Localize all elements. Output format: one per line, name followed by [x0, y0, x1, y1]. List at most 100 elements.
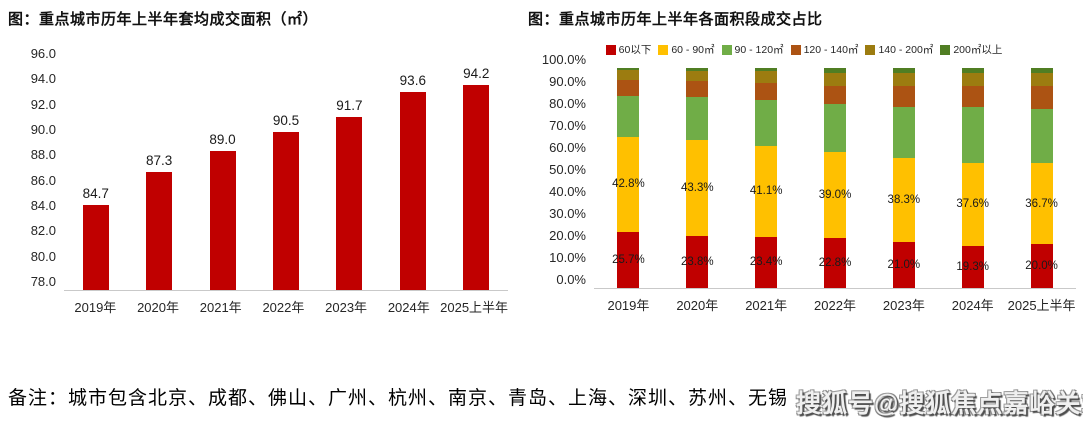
bar-value-label: 87.3 — [145, 153, 173, 169]
legend-item: 120 - 140㎡ — [790, 42, 858, 57]
stacked-bar-segment — [686, 71, 709, 82]
x-tick-label: 2023年 — [325, 300, 368, 315]
y-tick-label: 40.0% — [549, 184, 586, 199]
stacked-bar-segment — [892, 241, 915, 288]
bar — [272, 131, 299, 290]
stacked-bar — [961, 68, 984, 288]
stacked-bar-segment — [961, 245, 984, 288]
stacked-bar-segment — [755, 146, 778, 237]
stacked-bar-segment — [686, 68, 709, 72]
x-tick-label: 2021年 — [745, 298, 788, 313]
y-tick-label: 90.0% — [549, 74, 586, 89]
bar-slot: 91.7 — [318, 62, 381, 290]
bar-slot: 87.3 — [127, 62, 190, 290]
legend-label: 90 - 120㎡ — [734, 44, 784, 56]
bar-value-label: 93.6 — [399, 73, 426, 89]
stacked-bar-segment — [686, 140, 709, 236]
stacked-bar-segment — [892, 86, 915, 107]
legend-item: 140 - 200㎡ — [865, 42, 933, 57]
stacked-bar-slot: 21.0% 38.3% — [869, 68, 938, 288]
stacked-bar-segment — [755, 83, 778, 101]
bar-value-label: 94.2 — [463, 65, 490, 81]
left-x-axis: 2019年 2020年 2021年 2022年 2023年 2024年 2025上半年 — [64, 297, 508, 316]
y-tick-label: 100.0% — [541, 52, 586, 67]
stacked-bar — [686, 68, 709, 288]
x-tick-label: 2022年 — [814, 298, 856, 313]
footer-note: 备注：城市包含北京、成都、佛山、广州、杭州、南京、青岛、上海、深圳、苏州、无锡 — [8, 388, 789, 409]
stacked-bar-segment — [892, 72, 915, 87]
watermark: 搜狐号@搜狐焦点嘉峪关站 — [796, 390, 1083, 418]
y-tick-label: 94.0 — [30, 71, 56, 87]
segment-label: 20.0% — [1025, 260, 1058, 272]
stacked-bar-segment — [755, 100, 778, 147]
stacked-bar-slot: 22.8% 39.0% — [801, 68, 870, 288]
stacked-bar-segment — [1030, 109, 1053, 164]
legend-item: 200㎡以上 — [940, 42, 1002, 57]
x-tick-label: 2025上半年 — [1007, 298, 1076, 313]
x-tick-label: 2020年 — [137, 300, 179, 315]
y-tick-label: 60.0% — [549, 140, 586, 155]
stacked-bar — [1030, 68, 1053, 288]
y-tick-label: 30.0% — [549, 206, 586, 221]
y-tick-label: 50.0% — [549, 162, 586, 177]
segment-label: 38.3% — [887, 193, 921, 206]
legend-label: 140 - 200㎡ — [878, 44, 934, 56]
bar-slot: 94.2 — [445, 62, 508, 290]
legend-swatch — [658, 44, 669, 55]
stacked-bar-segment — [961, 86, 984, 107]
bar-value-label: 90.5 — [272, 112, 300, 128]
stacked-bar-segment — [892, 157, 915, 242]
stacked-bar-slot: 19.3% 37.6% — [938, 68, 1007, 288]
bar-slot: 84.7 — [64, 62, 127, 290]
right-x-axis: 2019年 2020年 2021年 2022年 2023年 2024年 2025上半年 — [594, 295, 1076, 314]
stacked-bar-segment — [824, 68, 846, 73]
stacked-bar-segment — [1030, 73, 1053, 87]
bar-value-label: 84.7 — [82, 186, 109, 202]
y-tick-label: 92.0 — [30, 96, 56, 112]
legend-swatch — [940, 44, 951, 55]
stacked-bar-segment — [1030, 163, 1053, 244]
stacked-bar — [617, 68, 640, 288]
x-tick-label: 2024年 — [387, 300, 430, 315]
segment-label: 21.0% — [887, 258, 921, 271]
right-chart-panel: 图：重点城市历年上半年各面积段成交占比 60以下 60 - 90㎡ 90 - 120… — [528, 8, 1080, 338]
legend-swatch — [721, 44, 732, 55]
x-tick-label: 2019年 — [607, 298, 650, 313]
x-tick-label: 2021年 — [199, 300, 242, 315]
segment-label: 23.4% — [749, 256, 783, 269]
stacked-bar-segment — [617, 70, 640, 80]
stacked-bar-segment — [961, 106, 984, 163]
x-tick-label: 2019年 — [74, 300, 117, 315]
stacked-bar-segment — [824, 152, 846, 238]
bar — [463, 84, 490, 290]
stacked-bar-segment — [961, 68, 984, 73]
stacked-bar-segment — [824, 103, 846, 153]
stacked-bar-segment — [617, 95, 640, 138]
stacked-bar-segment — [1030, 244, 1053, 288]
y-tick-label: 20.0% — [549, 228, 586, 243]
stacked-bar-segment — [824, 72, 846, 86]
stacked-bar-segment — [617, 231, 640, 288]
bar-slot: 93.6 — [381, 62, 444, 290]
left-chart-title: 图：重点城市历年上半年套均成交面积（㎡） — [8, 12, 319, 28]
y-tick-label: 0.0% — [556, 272, 586, 287]
legend-label: 60以下 — [618, 44, 652, 56]
stacked-bar-slot: 25.7% 42.8% — [594, 68, 663, 288]
y-tick-label: 80.0% — [549, 96, 586, 111]
stacked-bar — [755, 68, 778, 288]
bar-slot: 90.5 — [254, 62, 317, 290]
x-tick-label: 2020年 — [676, 298, 719, 313]
stacked-bar-segment — [755, 68, 778, 72]
left-y-axis: 96.0 94.0 92.0 90.0 88.0 86.0 84.0 82.0 80.0 78.0 — [8, 46, 56, 298]
y-tick-label: 10.0% — [549, 250, 586, 265]
legend-label: 60 - 90㎡ — [671, 44, 715, 56]
segment-label: 41.1% — [749, 185, 783, 198]
y-tick-label: 96.0 — [30, 46, 56, 61]
bar-slot: 89.0 — [191, 62, 254, 290]
segment-label: 22.8% — [818, 256, 852, 269]
stacked-bar-segment — [755, 236, 778, 288]
stacked-bar-segment — [892, 68, 915, 73]
bar-value-label: 89.0 — [209, 131, 236, 147]
left-plot: 84.7 87.3 89.0 90.5 91.7 93.6 94.2 — [64, 62, 508, 291]
stacked-bar-segment — [686, 81, 709, 97]
